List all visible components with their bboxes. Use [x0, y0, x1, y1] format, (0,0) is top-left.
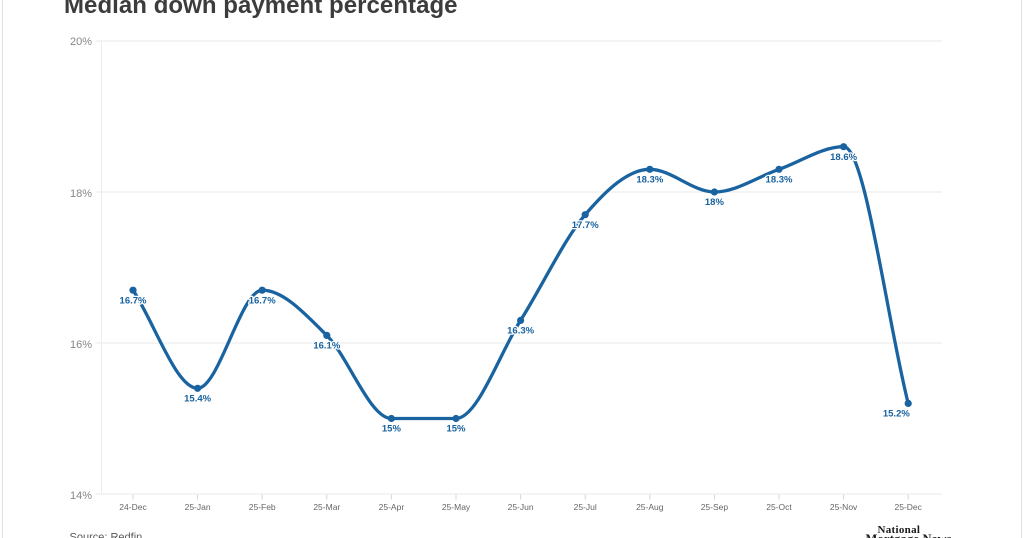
svg-text:16.1%: 16.1% [313, 341, 340, 352]
svg-text:25-Aug: 25-Aug [636, 502, 664, 512]
svg-text:16.7%: 16.7% [120, 295, 147, 306]
svg-text:15%: 15% [382, 424, 402, 435]
svg-text:17.7%: 17.7% [572, 220, 599, 231]
svg-text:24-Dec: 24-Dec [119, 502, 147, 512]
svg-text:25-Jun: 25-Jun [508, 502, 534, 512]
svg-text:18%: 18% [705, 197, 725, 208]
svg-text:25-Dec: 25-Dec [894, 502, 922, 512]
svg-text:18.3%: 18.3% [766, 175, 793, 186]
svg-text:25-Sep: 25-Sep [701, 502, 729, 512]
svg-text:18.6%: 18.6% [830, 152, 857, 163]
svg-text:25-Feb: 25-Feb [249, 502, 276, 512]
svg-text:Source: Redfin: Source: Redfin [70, 531, 143, 538]
svg-text:25-Jan: 25-Jan [185, 502, 211, 512]
svg-text:15.4%: 15.4% [184, 394, 211, 405]
svg-text:Mortgage News: Mortgage News [866, 532, 952, 538]
svg-text:National: National [878, 524, 921, 536]
svg-text:16.7%: 16.7% [249, 295, 276, 306]
svg-text:16%: 16% [70, 339, 92, 351]
svg-text:20%: 20% [70, 36, 92, 48]
svg-text:18.3%: 18.3% [636, 175, 663, 186]
svg-text:25-Apr: 25-Apr [379, 502, 405, 512]
svg-text:15.2%: 15.2% [883, 409, 910, 420]
svg-text:25-Nov: 25-Nov [830, 502, 858, 512]
svg-text:25-May: 25-May [442, 502, 471, 512]
svg-text:14%: 14% [70, 490, 92, 502]
svg-text:16.3%: 16.3% [507, 326, 534, 337]
svg-text:25-Mar: 25-Mar [313, 502, 340, 512]
svg-text:25-Jul: 25-Jul [574, 502, 597, 512]
svg-text:25-Oct: 25-Oct [766, 502, 792, 512]
svg-text:18%: 18% [70, 188, 92, 200]
svg-text:15%: 15% [446, 424, 466, 435]
